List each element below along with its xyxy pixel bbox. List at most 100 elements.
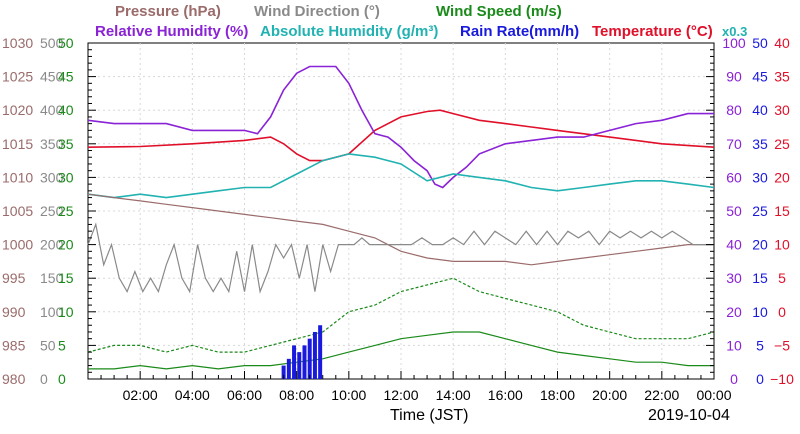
tick-wind_dir: 100 <box>40 304 64 320</box>
rain-bar <box>281 365 286 379</box>
x-tick-label: 14:00 <box>436 387 471 403</box>
tick-rain: 0 <box>756 371 764 387</box>
legend-ah-scale-note: x0.3 <box>722 24 747 39</box>
tick-pressure: 995 <box>2 270 26 286</box>
tick-temp: 35 <box>774 69 790 85</box>
tick-wind_speed: 25 <box>58 203 74 219</box>
tick-temp: 40 <box>774 35 790 51</box>
tick-wind_speed: 0 <box>58 371 66 387</box>
tick-temp: 20 <box>774 169 790 185</box>
date-label: 2019-10-04 <box>648 407 730 424</box>
legend-rain-rate: Rain Rate(mm/h) <box>460 23 579 40</box>
tick-rh: 0 <box>730 371 738 387</box>
tick-wind_dir: 50 <box>40 337 56 353</box>
tick-pressure: 990 <box>2 304 26 320</box>
tick-wind_speed: 5 <box>58 337 66 353</box>
rain-bar <box>318 325 323 379</box>
tick-rh: 60 <box>726 169 742 185</box>
tick-wind_dir: 250 <box>40 203 64 219</box>
tick-temp: −5 <box>774 337 790 353</box>
tick-temp: 30 <box>774 102 790 118</box>
tick-pressure: 1025 <box>2 69 33 85</box>
x-tick-label: 06:00 <box>227 387 262 403</box>
tick-pressure: 985 <box>2 337 26 353</box>
tick-rh: 30 <box>726 270 742 286</box>
rain-bar <box>292 345 297 379</box>
rain-bar <box>302 345 307 379</box>
tick-rain: 35 <box>752 136 768 152</box>
tick-rh: 20 <box>726 304 742 320</box>
rain-bar <box>297 352 302 379</box>
legend-temperature: Temperature (°C) <box>592 23 713 40</box>
legend-wind-speed: Wind Speed (m/s) <box>436 3 562 20</box>
tick-wind_dir: 400 <box>40 102 64 118</box>
tick-wind_speed: 20 <box>58 237 74 253</box>
x-tick-label: 04:00 <box>175 387 210 403</box>
tick-pressure: 1015 <box>2 136 33 152</box>
tick-rh: 80 <box>726 102 742 118</box>
tick-wind_dir: 0 <box>40 371 48 387</box>
tick-wind_dir: 500 <box>40 35 64 51</box>
legend-absolute-humidity: Absolute Humidity (g/m³) <box>260 23 438 40</box>
tick-rain: 45 <box>752 69 768 85</box>
legend-pressure: Pressure (hPa) <box>115 3 221 20</box>
x-tick-label: 12:00 <box>383 387 418 403</box>
tick-temp: −10 <box>770 371 794 387</box>
tick-rain: 30 <box>752 169 768 185</box>
series-ah <box>87 153 715 199</box>
series-wind-gust <box>87 277 715 353</box>
tick-wind_dir: 150 <box>40 270 64 286</box>
rain-bar <box>286 358 291 379</box>
tick-wind_speed: 10 <box>58 304 74 320</box>
tick-temp: 10 <box>774 237 790 253</box>
rain-bar <box>307 338 312 379</box>
series-temp <box>87 109 715 162</box>
tick-wind_dir: 350 <box>40 136 64 152</box>
legend: Pressure (hPa) Wind Direction (°) Wind S… <box>95 3 747 40</box>
tick-pressure: 1000 <box>2 237 33 253</box>
tick-wind_dir: 200 <box>40 237 64 253</box>
series-pressure <box>87 193 714 266</box>
series-wind-dir <box>87 222 714 294</box>
rain-bar <box>312 331 317 379</box>
legend-relative-humidity: Relative Humidity (%) <box>95 23 248 40</box>
tick-wind_dir: 300 <box>40 169 64 185</box>
tick-rain: 25 <box>752 203 768 219</box>
tick-rh: 90 <box>726 69 742 85</box>
tick-rh: 100 <box>722 35 746 51</box>
tick-rh: 50 <box>726 203 742 219</box>
tick-wind_speed: 30 <box>58 169 74 185</box>
tick-rh: 10 <box>726 337 742 353</box>
tick-wind_speed: 45 <box>58 69 74 85</box>
tick-pressure: 980 <box>2 371 26 387</box>
series-wind-speed <box>88 331 714 370</box>
x-tick-label: 16:00 <box>488 387 523 403</box>
tick-rh: 70 <box>726 136 742 152</box>
tick-wind_dir: 450 <box>40 69 64 85</box>
tick-rain: 50 <box>752 35 768 51</box>
tick-rain: 5 <box>756 337 764 353</box>
series-rh <box>87 65 714 189</box>
tick-rain: 15 <box>752 270 768 286</box>
left-axes: 1030102510201015101010051000995990985980… <box>2 35 96 387</box>
x-tick-label: 20:00 <box>592 387 627 403</box>
tick-rain: 20 <box>752 237 768 253</box>
tick-wind_speed: 35 <box>58 136 74 152</box>
tick-wind_speed: 15 <box>58 270 74 286</box>
tick-wind_speed: 40 <box>58 102 74 118</box>
tick-pressure: 1005 <box>2 203 33 219</box>
tick-wind_speed: 50 <box>58 35 74 51</box>
x-axis-label: Time (JST) <box>390 407 469 424</box>
tick-temp: 0 <box>778 304 786 320</box>
right-axes: 1009080706050403020100504540353025201510… <box>706 35 794 387</box>
x-axis: 02:00 04:00 06:00 08:00 10:00 12:00 14:00 16:00… <box>87 371 732 403</box>
tick-temp: 5 <box>778 270 786 286</box>
tick-pressure: 1010 <box>2 169 33 185</box>
series-layer <box>87 65 715 379</box>
tick-pressure: 1030 <box>2 35 33 51</box>
x-tick-label: 00:00 <box>696 387 731 403</box>
legend-wind-direction: Wind Direction (°) <box>254 3 380 20</box>
tick-rh: 40 <box>726 237 742 253</box>
tick-temp: 25 <box>774 136 790 152</box>
